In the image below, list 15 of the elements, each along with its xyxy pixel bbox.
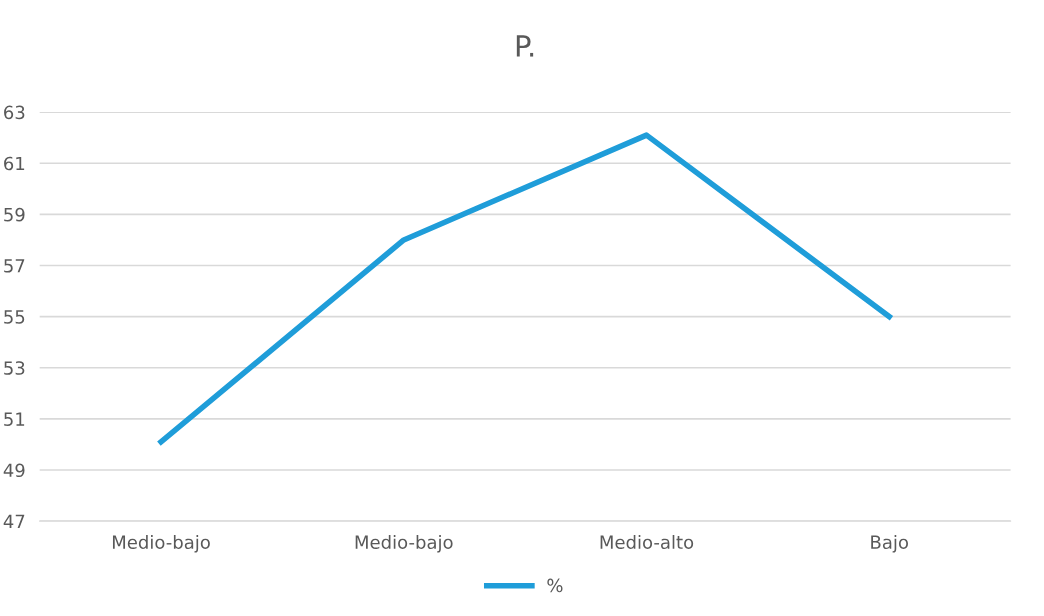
x-tick-label: Medio-bajo — [112, 535, 210, 553]
chart-title: P. — [516, 35, 534, 57]
y-tick-label: 55 — [4, 310, 25, 324]
y-tick-label: 57 — [4, 259, 25, 273]
y-tick-label: 63 — [4, 105, 25, 120]
y-tick-label: 47 — [3, 514, 25, 528]
y-tick-label: 53 — [4, 361, 25, 375]
x-tick-label: Medio-alto — [600, 535, 694, 549]
y-tick-label: 49 — [3, 463, 25, 478]
x-tick-label: Bajo — [871, 535, 908, 553]
y-tick-label: 61 — [4, 156, 25, 171]
x-tick-label: Medio-bajo — [355, 535, 453, 553]
legend-label: % — [547, 578, 563, 593]
y-tick-label: 59 — [4, 207, 25, 222]
y-tick-label: 51 — [4, 412, 25, 426]
